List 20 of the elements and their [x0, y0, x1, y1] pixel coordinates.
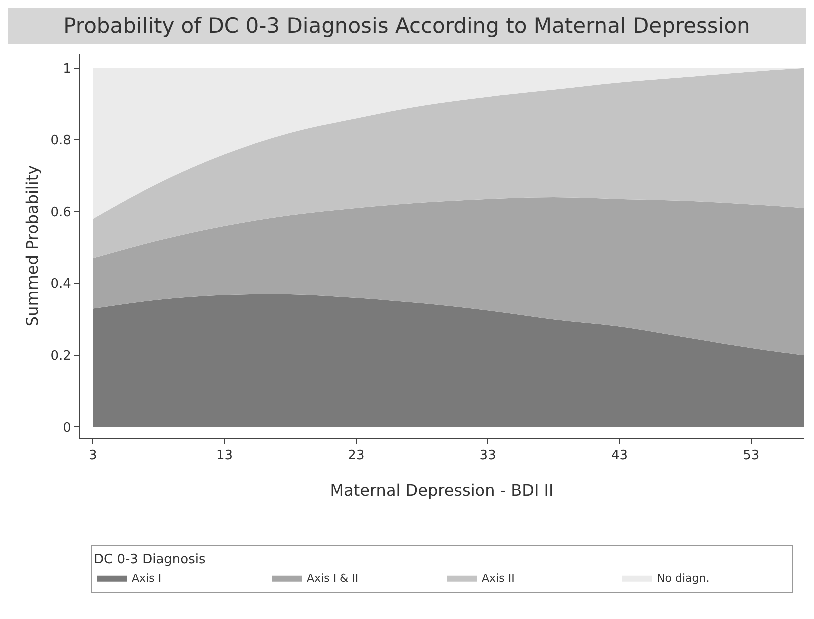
y-tick-label: 1 — [63, 62, 72, 77]
x-tick-label: 33 — [480, 448, 496, 464]
x-tick-label: 23 — [348, 448, 365, 464]
legend-label: Axis I — [132, 572, 162, 586]
x-tick-label: 53 — [743, 448, 760, 464]
y-tick-label: 0.2 — [50, 349, 72, 364]
x-tick-label: 13 — [216, 448, 234, 464]
y-axis-title: Summed Probability — [23, 165, 42, 327]
x-axis-title: Maternal Depression - BDI II — [330, 481, 554, 500]
y-tick-label: 0 — [63, 420, 72, 436]
legend-label: Axis II — [482, 572, 515, 586]
y-tick-label: 0.6 — [50, 205, 72, 220]
y-tick-label: 0.8 — [50, 134, 72, 149]
legend-label: No diagn. — [657, 572, 710, 586]
y-tick-label: 0.4 — [50, 277, 72, 292]
x-tick-label: 3 — [89, 448, 98, 464]
legend-label: Axis I & II — [307, 572, 359, 586]
chart-title: Probability of DC 0-3 Diagnosis According to Maternal Depression — [8, 8, 806, 44]
x-tick-label: 43 — [611, 448, 628, 464]
legend-title: DC 0-3 Diagnosis — [94, 552, 206, 568]
